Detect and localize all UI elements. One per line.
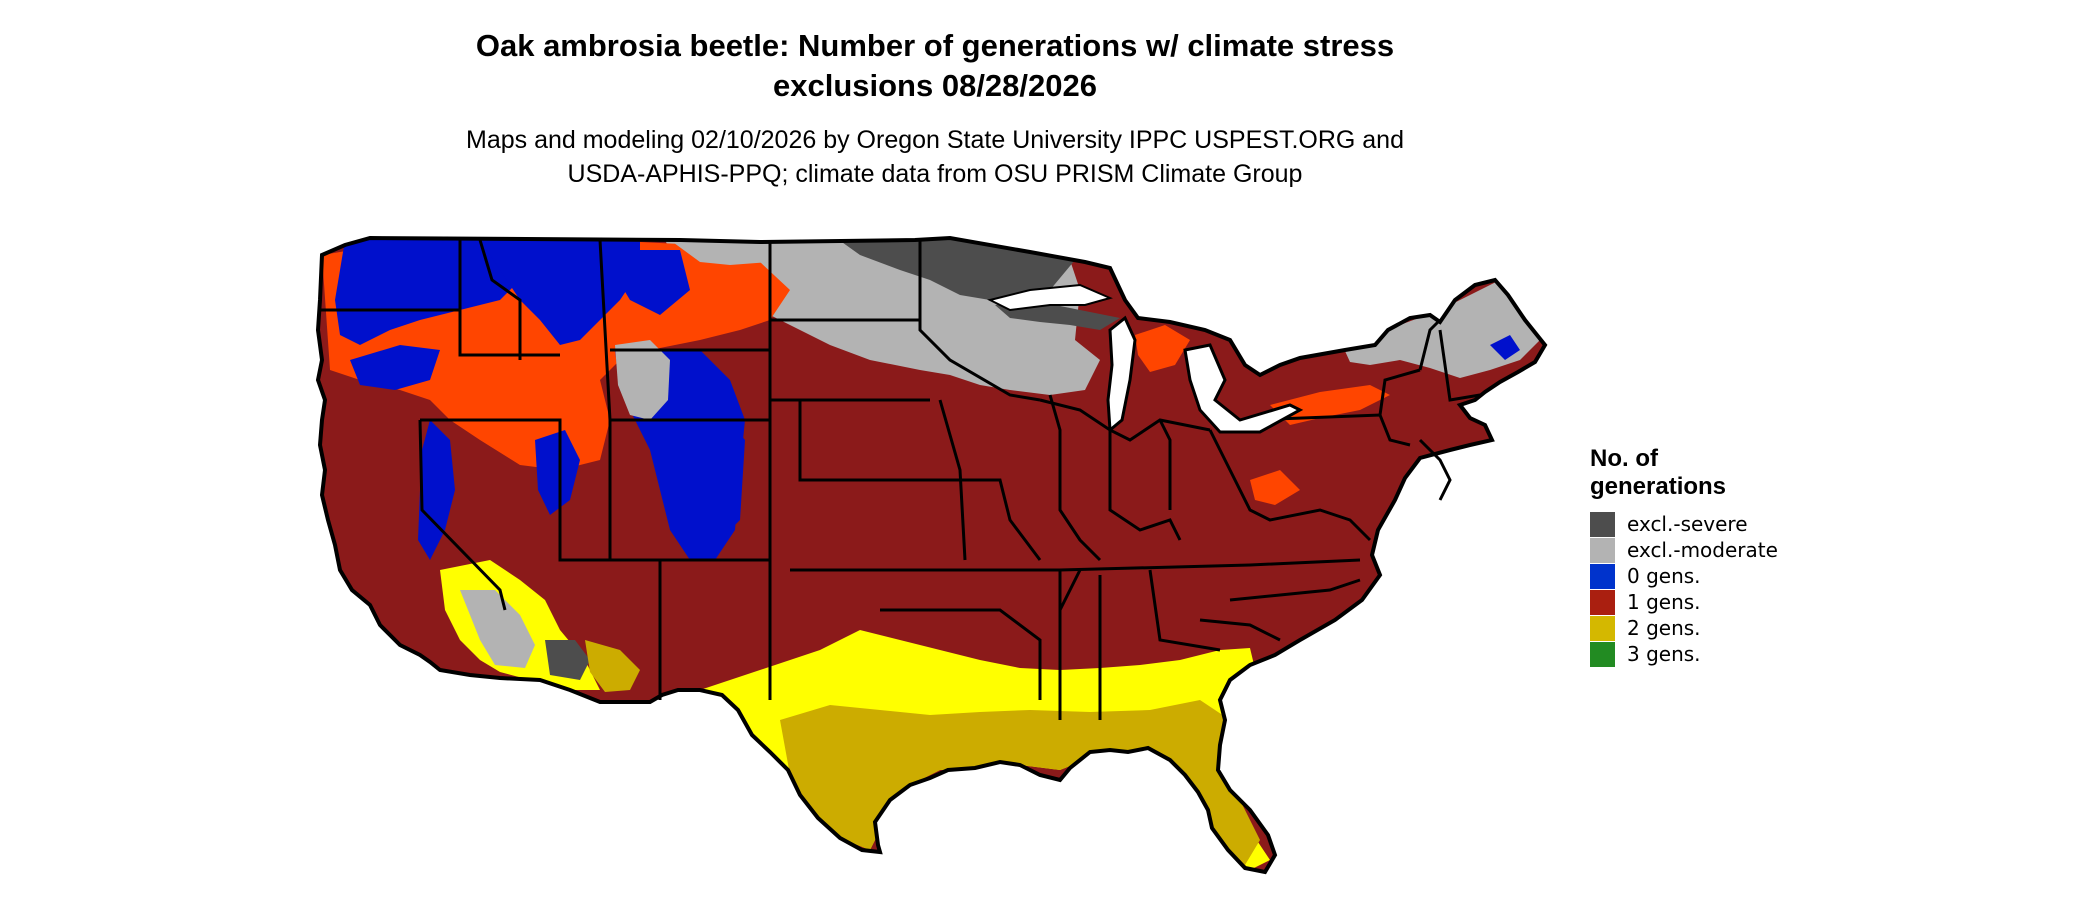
legend-label: 0 gens. [1627, 564, 1701, 588]
legend-item: 3 gens. [1590, 641, 1778, 667]
state-boundaries [320, 239, 1481, 720]
map-subtitle: Maps and modeling 02/10/2026 by Oregon S… [0, 123, 1870, 191]
lake-huron-erie [1183, 343, 1304, 434]
subtitle-line-2: USDA-APHIS-PPQ; climate data from OSU PR… [567, 160, 1303, 188]
us-map [316, 236, 1547, 874]
legend-swatch [1590, 589, 1615, 615]
zone-orange-michigan [1135, 325, 1190, 372]
legend-label: excl.-moderate [1627, 538, 1778, 562]
zone-0-gens-montana-east [600, 250, 690, 315]
zone-excl-severe-arizona [545, 640, 590, 680]
lake-superior [987, 283, 1113, 312]
legend-swatch [1590, 537, 1615, 563]
zone-0-gens-maine [1490, 335, 1520, 360]
zone-excl-moderate-northeast [1340, 280, 1540, 378]
map-title: Oak ambrosia beetle: Number of generatio… [0, 26, 1870, 106]
legend-item: 2 gens. [1590, 615, 1778, 641]
legend-item: 0 gens. [1590, 563, 1778, 589]
zone-2-gens-arizona [585, 640, 640, 692]
legend-swatch [1590, 641, 1615, 667]
zone-excl-moderate-southwest [460, 590, 535, 668]
zone-0-gens-sierra [418, 420, 455, 560]
title-line-2: exclusions 08/28/2026 [772, 68, 1097, 103]
legend-items: excl.-severe excl.-moderate 0 gens. 1 gens.… [1590, 511, 1778, 667]
legend: No. of generations excl.-severe excl.-mod… [1590, 445, 1778, 667]
zone-orange-east-patch [1270, 385, 1390, 425]
legend-item: 1 gens. [1590, 589, 1778, 615]
legend-item: excl.-severe [1590, 511, 1778, 537]
zone-0-gens-utah [535, 430, 580, 515]
generation-zones [318, 238, 1545, 872]
zone-excl-moderate-wyoming [615, 340, 670, 420]
legend-swatch [1590, 563, 1615, 589]
zone-0-gens-colorado-east [690, 410, 745, 540]
legend-label: 3 gens. [1627, 642, 1701, 666]
legend-swatch [1590, 615, 1615, 641]
legend-label: excl.-severe [1627, 512, 1748, 536]
zone-excl-moderate-montana [670, 240, 770, 265]
subtitle-line-1: Maps and modeling 02/10/2026 by Oregon S… [466, 126, 1404, 154]
title-line-1: Oak ambrosia beetle: Number of generatio… [475, 28, 1395, 63]
legend-title: No. of generations [1590, 445, 1770, 501]
legend-title-line-2: generations [1590, 473, 1727, 500]
zone-0-gens-oregon [350, 345, 440, 390]
zone-2-gens-south-coast [780, 700, 1260, 865]
lake-michigan [1106, 315, 1137, 434]
legend-label: 1 gens. [1627, 590, 1701, 614]
zone-orange-wv [1250, 470, 1300, 505]
legend-item: excl.-moderate [1590, 537, 1778, 563]
legend-swatch [1590, 511, 1615, 537]
legend-label: 2 gens. [1627, 616, 1701, 640]
legend-title-line-1: No. of [1590, 445, 1658, 472]
